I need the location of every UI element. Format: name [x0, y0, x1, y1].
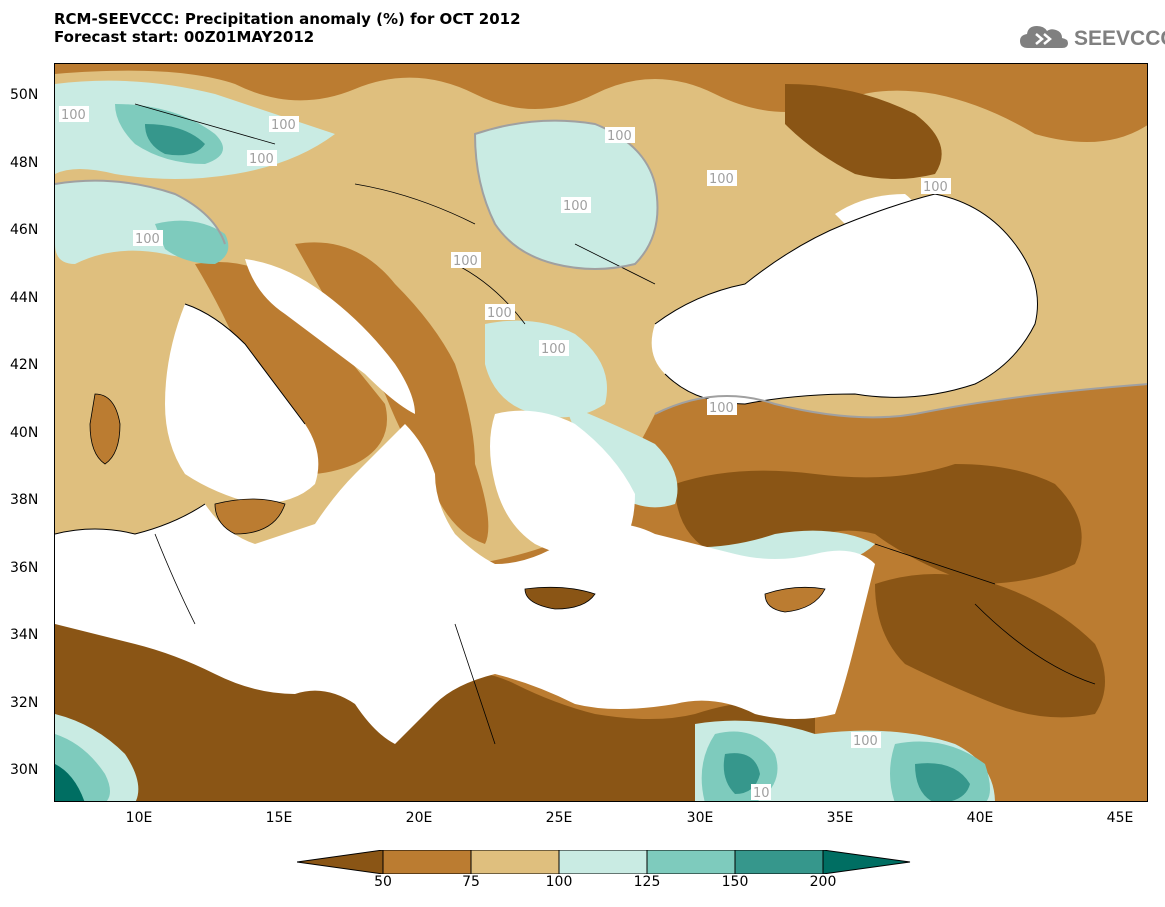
contour-line-100-b — [55, 179, 226, 245]
y-tick-label: 50N — [10, 87, 39, 103]
colorbar-label: 100 — [545, 874, 573, 890]
anomaly-region-dark-teal-egypt — [723, 753, 760, 794]
map-title-block: RCM-SEEVCCC: Precipitation anomaly (%) f… — [54, 10, 521, 46]
y-tick-label: 34N — [10, 627, 39, 643]
contour-label: 100 — [853, 734, 878, 749]
anomaly-region-teal-italy-north — [155, 220, 229, 264]
colorbar-segment-125-150 — [646, 849, 736, 875]
contour-label: 100 — [563, 199, 588, 214]
anomaly-region-light-teal-aegean-coast — [565, 404, 678, 508]
contour-label: 10 — [753, 786, 770, 801]
colorbar-label: 75 — [462, 874, 480, 890]
contour-label: 100 — [541, 342, 566, 357]
logo-text: SEEVCCC — [1074, 27, 1165, 50]
contour-line-100 — [473, 119, 659, 270]
contour-label: 100 — [487, 306, 512, 321]
colorbar-label: 50 — [374, 874, 392, 890]
anomaly-region-dark-teal-alps — [145, 124, 205, 156]
crete-island — [524, 586, 596, 610]
cyprus-island — [764, 586, 826, 613]
coastline-outline — [55, 193, 1038, 535]
colorbar-segment-50-75 — [382, 849, 472, 875]
contour-label: 100 — [135, 232, 160, 247]
contour-label: 100 — [709, 172, 734, 187]
contour-line-100-c — [654, 383, 1147, 419]
tyrrhenian-sea — [165, 304, 319, 504]
y-tick-label: 40N — [10, 425, 39, 441]
anomaly-region-dark-brown-anatolia — [675, 464, 1082, 584]
colorbar-label: 150 — [721, 874, 749, 890]
precipitation-anomaly-map: 100 100 100 100 100 100 100 100 100 100 … — [54, 63, 1148, 802]
anomaly-region-light-teal-bulgaria — [485, 320, 607, 418]
y-tick-label: 42N — [10, 357, 39, 373]
y-tick-label: 48N — [10, 155, 39, 171]
colorbar-segment-above-200 — [822, 849, 911, 875]
map-title: RCM-SEEVCCC: Precipitation anomaly (%) f… — [54, 10, 521, 28]
x-tick-label: 45E — [1106, 810, 1134, 826]
x-tick-label: 30E — [686, 810, 714, 826]
y-tick-label: 46N — [10, 222, 39, 238]
y-tick-label: 30N — [10, 762, 39, 778]
anomaly-region-dark-teal-saudi — [915, 763, 970, 801]
y-tick-label: 38N — [10, 492, 39, 508]
colorbar-segment-75-100 — [470, 849, 560, 875]
colorbar-segment-100-125 — [558, 849, 648, 875]
x-tick-label: 20E — [405, 810, 433, 826]
x-tick-label: 10E — [125, 810, 153, 826]
seevccc-logo: SEEVCCC — [1018, 24, 1165, 54]
contour-label: 100 — [249, 152, 274, 167]
contour-label: 100 — [453, 254, 478, 269]
contour-label: 100 — [271, 118, 296, 133]
contour-label: 100 — [61, 108, 86, 123]
mediterranean-sea — [55, 424, 875, 744]
x-tick-label: 40E — [966, 810, 994, 826]
anomaly-region-dark-brown-syria — [875, 574, 1105, 718]
contour-label: 100 — [607, 129, 632, 144]
colorbar — [296, 849, 911, 878]
anomaly-region-light-teal-romania — [475, 120, 658, 270]
x-tick-label: 15E — [265, 810, 293, 826]
colorbar-label: 125 — [633, 874, 661, 890]
y-tick-label: 32N — [10, 695, 39, 711]
anomaly-region-dark-brown-ukraine — [785, 84, 942, 179]
y-tick-label: 44N — [10, 290, 39, 306]
sardinia-island — [89, 393, 121, 465]
colorbar-label: 200 — [809, 874, 837, 890]
sicily-island — [214, 498, 286, 535]
forecast-start-label: Forecast start: 00Z01MAY2012 — [54, 28, 315, 46]
country-borders — [134, 103, 1096, 745]
cloud-icon — [1018, 22, 1070, 56]
colorbar-segment-150-200 — [734, 849, 824, 875]
adriatic-sea — [245, 259, 415, 414]
x-tick-label: 35E — [826, 810, 854, 826]
contour-label: 100 — [923, 180, 948, 195]
colorbar-segment-below-50 — [296, 849, 384, 875]
black-sea — [651, 194, 1038, 404]
y-tick-label: 36N — [10, 560, 39, 576]
aegean-sea — [490, 410, 635, 558]
anomaly-region-brown-italy — [195, 262, 387, 474]
anomaly-region-deep-teal-libya — [55, 764, 85, 801]
anomaly-region-brown-north — [55, 64, 1147, 142]
x-tick-label: 25E — [545, 810, 573, 826]
contour-label: 100 — [709, 401, 734, 416]
